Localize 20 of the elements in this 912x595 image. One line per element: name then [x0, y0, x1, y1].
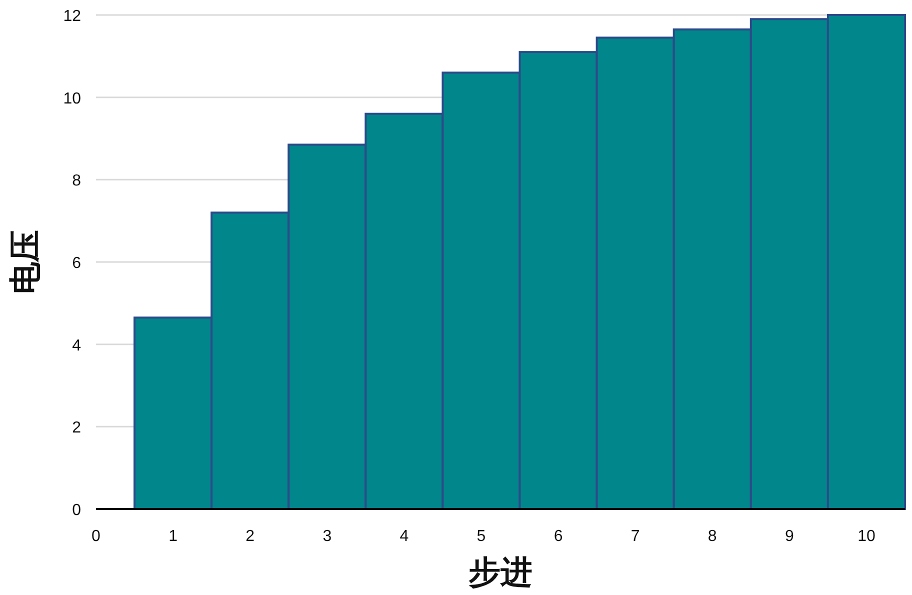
y-tick-label: 4 [72, 337, 82, 354]
x-tick-label: 6 [554, 528, 563, 545]
y-tick-label: 0 [72, 502, 82, 519]
y-axis-title: 电压 [7, 230, 43, 294]
x-tick-label: 2 [246, 528, 255, 545]
x-tick-label: 8 [708, 528, 717, 545]
x-tick-label: 7 [630, 528, 640, 545]
x-tick-label: 10 [858, 528, 876, 545]
x-tick-label: 3 [322, 528, 332, 545]
y-tick-label: 10 [63, 90, 82, 108]
y-tick-label: 6 [72, 255, 82, 272]
y-tick-label: 12 [63, 8, 82, 25]
x-tick-label: 1 [168, 528, 178, 545]
x-tick-label: 4 [400, 528, 409, 545]
x-tick-label: 9 [784, 528, 794, 545]
x-axis-title: 步进 [468, 554, 532, 590]
x-tick-label: 5 [476, 528, 486, 545]
y-tick-label: 8 [72, 172, 82, 190]
x-tick-label: 0 [92, 528, 101, 545]
y-tick-label: 2 [72, 420, 82, 437]
